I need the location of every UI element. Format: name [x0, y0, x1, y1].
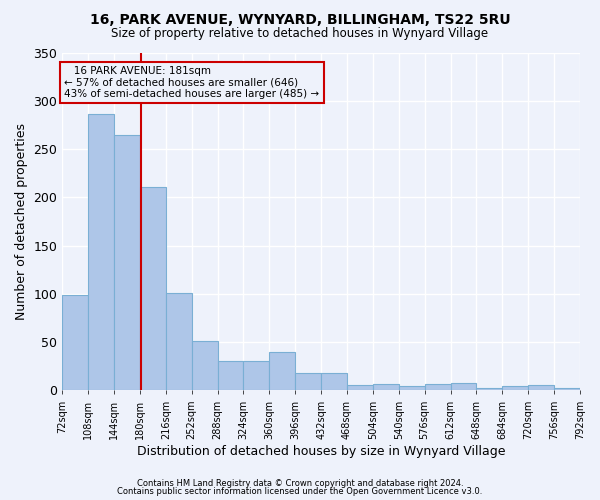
Bar	[580, 386, 600, 390]
Bar	[476, 388, 502, 390]
Bar	[269, 352, 295, 391]
Bar	[451, 382, 476, 390]
Bar	[373, 384, 399, 390]
Bar	[192, 341, 218, 390]
Bar	[88, 114, 114, 390]
Bar	[321, 373, 347, 390]
Text: Contains public sector information licensed under the Open Government Licence v3: Contains public sector information licen…	[118, 487, 482, 496]
Bar	[528, 384, 554, 390]
Bar	[140, 186, 166, 390]
Text: Contains HM Land Registry data © Crown copyright and database right 2024.: Contains HM Land Registry data © Crown c…	[137, 478, 463, 488]
Bar	[114, 134, 140, 390]
Bar	[425, 384, 451, 390]
Text: 16, PARK AVENUE, WYNYARD, BILLINGHAM, TS22 5RU: 16, PARK AVENUE, WYNYARD, BILLINGHAM, TS…	[89, 12, 511, 26]
Bar	[244, 362, 269, 390]
Bar	[347, 384, 373, 390]
Bar	[166, 293, 192, 390]
Bar	[62, 295, 88, 390]
Bar	[399, 386, 425, 390]
Bar	[295, 373, 321, 390]
Bar	[502, 386, 528, 390]
Text: 16 PARK AVENUE: 181sqm
← 57% of detached houses are smaller (646)
43% of semi-de: 16 PARK AVENUE: 181sqm ← 57% of detached…	[64, 66, 320, 99]
Bar	[218, 362, 244, 390]
Bar	[554, 388, 580, 390]
Text: Size of property relative to detached houses in Wynyard Village: Size of property relative to detached ho…	[112, 28, 488, 40]
Y-axis label: Number of detached properties: Number of detached properties	[15, 123, 28, 320]
X-axis label: Distribution of detached houses by size in Wynyard Village: Distribution of detached houses by size …	[137, 444, 505, 458]
